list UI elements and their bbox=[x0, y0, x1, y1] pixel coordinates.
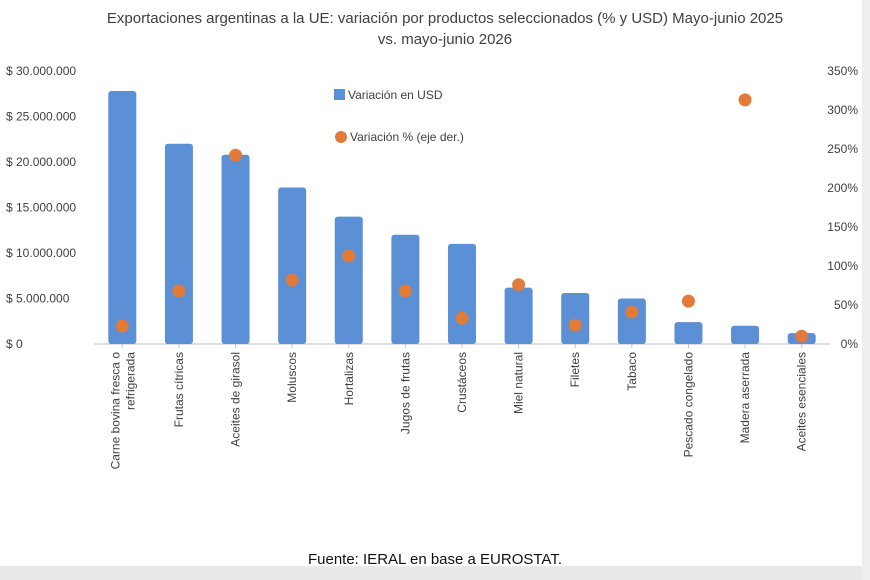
usd-bar bbox=[617, 298, 646, 344]
usd-bar bbox=[448, 243, 476, 344]
pct-dot bbox=[568, 318, 582, 332]
chart-title: Exportaciones argentinas a la UE: variac… bbox=[60, 8, 830, 50]
right-edge bbox=[862, 0, 870, 580]
legend-label-usd: Variación en USD bbox=[348, 88, 443, 102]
usd-bar bbox=[164, 143, 193, 344]
left-axis-tick-label: $ 10.000.000 bbox=[6, 246, 76, 260]
category-label: Tabaco bbox=[625, 352, 639, 391]
category-label: Aceites de girasol bbox=[229, 352, 243, 447]
category-label: Frutas cítricas bbox=[172, 352, 186, 427]
usd-bar bbox=[334, 216, 363, 344]
legend-swatch-usd bbox=[334, 89, 345, 100]
category-label: Miel natural bbox=[512, 352, 526, 414]
left-axis-tick-label: $ 0 bbox=[6, 337, 23, 351]
category-label: Hortalizas bbox=[342, 352, 356, 405]
chart-title-line-2: vs. mayo-junio 2026 bbox=[377, 31, 513, 48]
category-label: Madera aserrada bbox=[738, 352, 752, 444]
category-label: Jugos de frutas bbox=[398, 352, 412, 434]
usd-bar bbox=[674, 322, 703, 344]
category-label: Moluscos bbox=[285, 352, 299, 403]
source-note: Fuente: IERAL en base a EUROSTAT. bbox=[307, 551, 562, 568]
pct-dot bbox=[455, 311, 469, 325]
category-label: Carne bovina fresca orefrigerada bbox=[108, 352, 137, 470]
left-axis-tick-label: $ 5.000.000 bbox=[6, 292, 70, 306]
category-label: Pescado congelado bbox=[681, 352, 695, 458]
right-axis-tick-label: 50% bbox=[834, 298, 858, 312]
right-axis-tick-label: 150% bbox=[827, 220, 858, 234]
category-label: Crustáceos bbox=[455, 352, 469, 413]
pct-dot bbox=[738, 93, 752, 107]
bottom-edge bbox=[0, 566, 870, 580]
right-axis-tick-label: 350% bbox=[827, 64, 858, 78]
right-axis-tick-label: 100% bbox=[827, 259, 858, 273]
pct-dot bbox=[398, 284, 412, 298]
pct-dot bbox=[625, 305, 639, 319]
pct-dot bbox=[795, 329, 809, 343]
category-label: Filetes bbox=[568, 352, 582, 387]
pct-dot bbox=[172, 284, 186, 298]
chart-title-line-1: Exportaciones argentinas a la UE: variac… bbox=[106, 10, 784, 27]
pct-dot bbox=[115, 319, 129, 333]
legend-label-pct: Variación % (eje der.) bbox=[350, 130, 464, 144]
left-axis-tick-label: $ 20.000.000 bbox=[6, 155, 76, 169]
usd-bar bbox=[108, 91, 137, 345]
right-axis-tick-label: 300% bbox=[827, 103, 858, 117]
usd-bar bbox=[561, 293, 590, 344]
pct-dot bbox=[681, 294, 695, 308]
legend-swatch-pct bbox=[335, 131, 347, 143]
pct-dot bbox=[342, 249, 356, 263]
category-label: Aceites esenciales bbox=[795, 352, 809, 451]
usd-bar bbox=[731, 325, 760, 344]
pct-dot bbox=[229, 148, 243, 162]
left-axis-tick-label: $ 30.000.000 bbox=[6, 64, 76, 78]
right-axis-tick-label: 0% bbox=[841, 337, 859, 351]
left-axis-tick-label: $ 25.000.000 bbox=[6, 110, 76, 124]
usd-bar bbox=[221, 154, 250, 344]
usd-bar bbox=[504, 287, 533, 344]
pct-dot bbox=[512, 278, 526, 292]
usd-bar bbox=[278, 187, 307, 344]
right-axis-tick-label: 200% bbox=[827, 181, 858, 195]
right-axis-tick-label: 250% bbox=[827, 142, 858, 156]
pct-dot bbox=[285, 273, 299, 287]
left-axis-tick-label: $ 15.000.000 bbox=[6, 201, 76, 215]
